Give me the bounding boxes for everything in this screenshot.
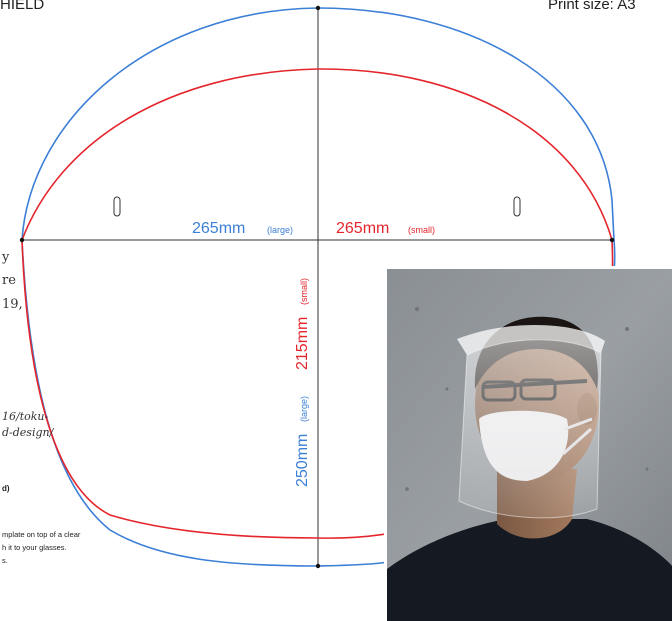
side-note-line2: h it to your glasses. <box>2 543 67 552</box>
height-large-value: 250mm <box>294 434 311 487</box>
side-url-line1: 16/toku- <box>2 410 49 423</box>
side-label: d) <box>2 484 10 493</box>
bottom-endpoint <box>315 563 321 569</box>
height-large-note: (large) <box>299 396 309 422</box>
width-large-note: (large) <box>267 225 293 235</box>
side-text-line2: re <box>2 273 16 288</box>
photo-illustration <box>387 269 672 621</box>
header-title-fragment: HIELD <box>0 0 45 13</box>
side-url-line2: d-design/ <box>2 426 54 439</box>
face-shield-photo <box>384 266 672 621</box>
top-endpoint <box>315 5 321 11</box>
right-slot <box>513 196 521 217</box>
side-text-line1: y <box>2 250 10 265</box>
print-size-label: Print size: A3 <box>548 0 636 13</box>
width-small-value: 265mm <box>336 220 389 237</box>
side-text-line3: 19, <box>2 297 23 312</box>
left-slot <box>113 196 121 217</box>
left-endpoint <box>19 237 25 243</box>
height-small-note: (small) <box>299 278 309 305</box>
width-small-note: (small) <box>408 225 435 235</box>
side-note-line1: mplate on top of a clear <box>2 530 81 539</box>
side-note-line3: s. <box>2 556 8 565</box>
right-endpoint <box>609 237 615 243</box>
height-small-value: 215mm <box>294 317 311 370</box>
width-large-value: 265mm <box>192 220 245 237</box>
